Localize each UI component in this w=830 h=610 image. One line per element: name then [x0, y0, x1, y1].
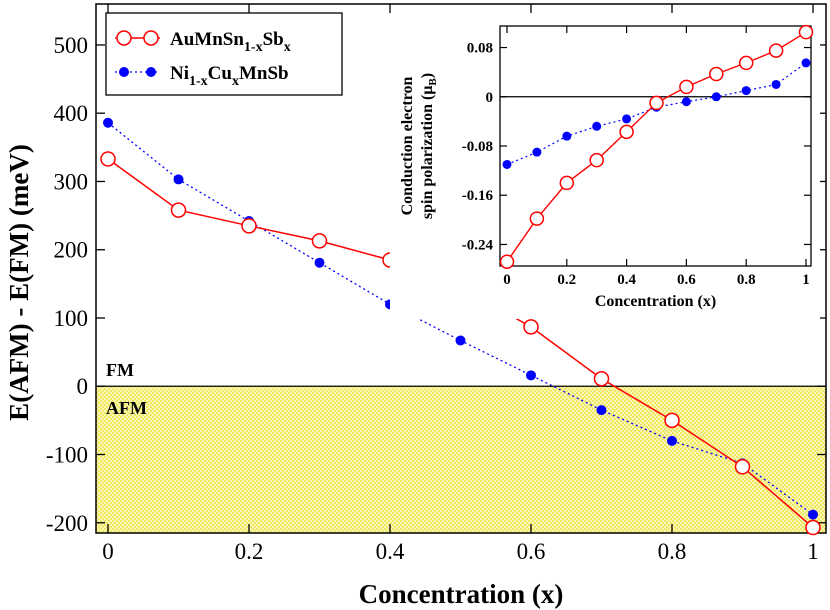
- afm-region-label: AFM: [106, 398, 147, 418]
- inset-x-tick-label: 0.2: [557, 272, 576, 288]
- fm-region-label: FM: [106, 360, 134, 380]
- inset-au-series-point: [679, 79, 694, 95]
- legend-au-base: AuMnSn: [170, 29, 244, 50]
- legend-swatch-ni-marker: [119, 67, 129, 77]
- legend-entry-ni: Ni1-xCuxMnSb: [170, 63, 289, 89]
- inset-ni-series-point: [741, 86, 751, 96]
- main-au-series-point: [523, 319, 539, 335]
- inset-ni-series-point: [532, 147, 542, 157]
- inset-au-series-point: [738, 55, 754, 71]
- inset-ylabel-text: spin polarization (μ: [419, 86, 436, 220]
- inset-y-axis-label-line2: spin polarization (μB): [419, 73, 439, 219]
- main-y-tick-label: 200: [54, 238, 89, 263]
- main-ni-series-point: [103, 117, 113, 128]
- main-y-tick-label: 400: [54, 101, 89, 126]
- main-x-tick-label: 1: [807, 539, 819, 564]
- main-y-tick-label: -100: [46, 443, 88, 468]
- inset-y-tick-label: -0.16: [462, 188, 494, 204]
- legend-au-mid: Sb: [263, 29, 284, 50]
- legend-swatch-ni-marker: [146, 67, 156, 77]
- main-au-series-point: [664, 412, 680, 429]
- main-plot-frame: [95, 3, 827, 534]
- inset-au-series-point: [709, 66, 724, 82]
- inset-x-tick-label: 1: [802, 272, 810, 288]
- inset-ylabel-close: ): [419, 73, 436, 78]
- main-au-series-point: [170, 202, 187, 218]
- inset-x-tick-label: 0.6: [677, 272, 696, 288]
- inset-ni-series-point: [801, 58, 811, 68]
- inset-ni-series-point: [711, 92, 721, 102]
- legend-ni-tail: MnSb: [239, 63, 289, 84]
- main-ni-series-point: [455, 335, 466, 346]
- inset-ylabel-sub: B: [427, 78, 439, 86]
- main-ni-series-point: [314, 257, 325, 268]
- legend: AuMnSn1-xSbx Ni1-xCuxMnSb: [105, 12, 343, 96]
- legend-box: [105, 12, 343, 96]
- main-x-tick-label: 0.4: [376, 539, 405, 564]
- main-y-tick-label: 100: [54, 306, 89, 331]
- legend-swatch-au-marker: [143, 30, 159, 46]
- inset-au-series-point: [619, 124, 634, 140]
- inset-x-tick-label: 0.8: [737, 272, 756, 288]
- main-x-tick-label: 0.2: [235, 539, 264, 564]
- inset-x-tick-label: 0.4: [617, 272, 636, 288]
- inset-axis-ticks: 0 0.2 0.4 0.6 0.8 1 -0.24 -0.16 -0.08 0 0.08: [462, 26, 811, 288]
- inset-au-series-point: [499, 254, 515, 269]
- inset-ni-series-point: [771, 79, 781, 89]
- inset-au-series-point: [649, 95, 664, 111]
- main-x-tick-label: 0.6: [517, 539, 546, 564]
- main-y-tick-label: 500: [54, 33, 89, 58]
- main-au-series-point: [734, 459, 751, 475]
- legend-ni-sub2: x: [232, 74, 239, 89]
- legend-swatch-au-marker: [116, 30, 132, 46]
- legend-au-sub2: x: [284, 40, 291, 55]
- main-ni-series-point: [596, 405, 607, 416]
- main-ni-series-point: [526, 370, 536, 381]
- inset-au-series-point: [798, 24, 814, 40]
- inset-ni-series-point: [681, 97, 691, 107]
- inset-ni-series-point: [562, 131, 572, 141]
- main-au-series-point: [241, 218, 257, 234]
- inset-ni-series-point: [592, 121, 602, 131]
- legend-ni-mid: Cu: [208, 63, 233, 84]
- main-ni-series-point: [808, 509, 818, 520]
- inset-ni-series-point: [622, 114, 632, 124]
- main-ni-series-point: [667, 435, 677, 446]
- inset-y-tick-label: -0.08: [462, 139, 493, 155]
- inset-y-axis-label-line1: Conduction electron: [399, 76, 416, 215]
- main-au-series-point: [311, 233, 328, 249]
- main-y-tick-label: -200: [46, 511, 88, 536]
- inset-y-tick-label: -0.24: [462, 237, 494, 253]
- inset-x-axis-label: Concentration (x): [595, 293, 716, 310]
- main-au-series-point: [593, 370, 610, 387]
- main-ni-series-point: [173, 174, 184, 185]
- inset-y-tick-label: 0: [486, 90, 494, 106]
- inset-plot: 0 0.2 0.4 0.6 0.8 1 -0.24 -0.16 -0.08 0 0.08 Conce…: [390, 14, 820, 319]
- main-y-tick-label: 300: [54, 169, 89, 194]
- main-y-axis-label: E(AFM) - E(FM) (meV): [4, 144, 34, 421]
- legend-entry-au: AuMnSn1-xSbx: [170, 29, 291, 55]
- main-au-series-point: [805, 519, 821, 536]
- legend-ni-sub1: 1-x: [189, 74, 208, 89]
- inset-series-layer: [499, 24, 814, 269]
- inset-y-tick-label: 0.08: [467, 41, 493, 57]
- main-x-tick-label: 0: [102, 539, 114, 564]
- main-x-axis-label: Concentration (x): [359, 579, 564, 609]
- inset-au-series-point: [559, 175, 575, 191]
- main-au-series-point: [100, 151, 116, 167]
- inset-au-series-point: [529, 211, 545, 226]
- main-y-tick-label: 0: [77, 374, 89, 399]
- legend-ni-base: Ni: [170, 63, 189, 84]
- inset-au-series-point: [768, 43, 784, 58]
- inset-au-series-point: [589, 152, 604, 168]
- afm-region: [96, 386, 826, 533]
- legend-au-sub1: 1-x: [244, 40, 263, 55]
- inset-x-tick-label: 0: [503, 272, 511, 288]
- inset-ni-series-point: [502, 159, 512, 169]
- main-x-tick-label: 0.8: [658, 539, 687, 564]
